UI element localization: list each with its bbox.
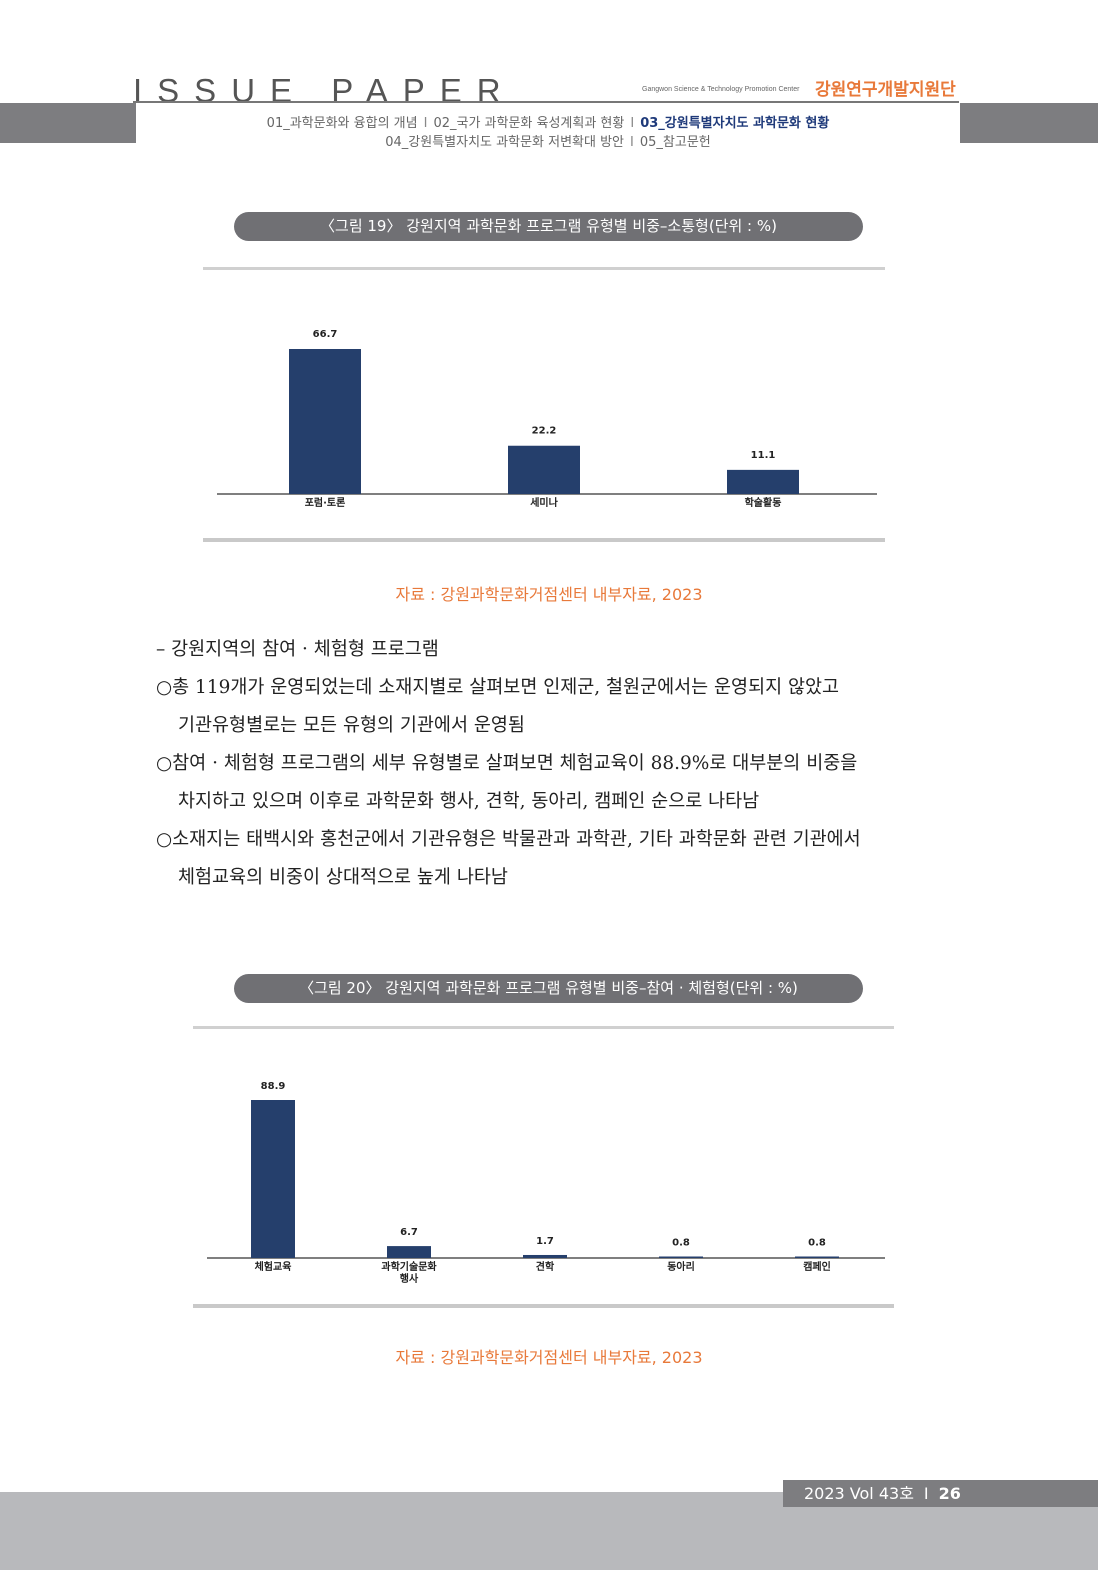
bullet-2-line-1: ○참여 · 체험형 프로그램의 세부 유형별로 살펴보면 체험교육이 88.9%…	[156, 753, 858, 774]
bar-value-label: 22.2	[532, 426, 557, 437]
nav-item-04[interactable]: 04_강원특별자치도 과학문화 저변확대 방안	[385, 135, 625, 150]
bar	[251, 1100, 295, 1258]
footer-separator: I	[923, 1484, 929, 1503]
footer-volume: 2023 Vol 43호	[804, 1484, 914, 1503]
bullet-2-line-2: 차지하고 있으며 이후로 과학문화 행사, 견학, 동아리, 캠페인 순으로 나…	[178, 791, 760, 812]
org-name-english: Gangwon Science & Technology Promotion C…	[642, 86, 800, 93]
figure-20-source: 자료 : 강원과학문화거점센터 내부자료, 2023	[395, 1348, 703, 1367]
bar	[795, 1256, 839, 1258]
nav-separator: I	[423, 116, 428, 131]
page-number: 26	[938, 1484, 961, 1503]
section-nav-line-2: 04_강원특별자치도 과학문화 저변확대 방안 I 05_참고문헌	[136, 131, 960, 150]
bullet-3-line-2: 체험교육의 비중이 상대적으로 높게 나타남	[178, 867, 508, 888]
issue-paper-title: ISSUE PAPER	[133, 72, 516, 109]
bar	[659, 1256, 703, 1258]
figure-20-top-rule	[193, 1026, 894, 1029]
category-tick-label: 학술활동	[745, 496, 782, 509]
header-rule	[133, 101, 959, 103]
header-band-left	[0, 103, 136, 143]
section-nav-line-1: 01_과학문화와 융합의 개념 I 02_국가 과학문화 육성계획과 현황 I 03_강…	[136, 112, 960, 131]
figure-20-caption: 〈그림 20〉 강원지역 과학문화 프로그램 유형별 비중–참여 · 체험형(단…	[234, 974, 863, 1003]
figure-19-bar-chart: 66.7 포럼·토론 22.2 세미나 11.1 학술활동	[217, 329, 877, 509]
figure-19-top-rule	[203, 267, 885, 270]
bar-value-label: 88.9	[261, 1081, 286, 1092]
bullet-3-line-1: ○소재지는 태백시와 홍천군에서 기관유형은 박물관과 과학관, 기타 과학문화…	[156, 829, 861, 850]
category-tick-label: 견학	[536, 1260, 555, 1273]
nav-separator: I	[630, 116, 635, 131]
figure-20-bottom-rule	[193, 1304, 894, 1308]
footer-page-info: 2023 Vol 43호 I 26	[783, 1480, 1098, 1507]
bar-value-label: 0.8	[672, 1238, 690, 1249]
bar	[727, 469, 799, 494]
section-heading: – 강원지역의 참여 · 체험형 프로그램	[156, 639, 439, 660]
category-tick-label: 동아리	[667, 1260, 695, 1273]
category-tick-label: 캠페인	[803, 1260, 831, 1273]
bar	[387, 1246, 431, 1258]
nav-separator: I	[630, 135, 634, 150]
figure-19-caption: 〈그림 19〉 강원지역 과학문화 프로그램 유형별 비중–소통형(단위 : %…	[234, 212, 863, 241]
figure-19-bottom-rule	[203, 538, 885, 542]
nav-item-03-active[interactable]: 03_강원특별자치도 과학문화 현황	[640, 116, 830, 131]
bar-value-label: 66.7	[313, 329, 338, 340]
category-tick-label: 과학기술문화 행사	[381, 1260, 437, 1285]
figure-20-bar-chart: 88.9 체험교육 6.7 과학기술문화 행사 1.7 견학 0.8 동아리 0.8 캠페인	[207, 1081, 885, 1285]
bullet-1-line-1: ○총 119개가 운영되었는데 소재지별로 살펴보면 인제군, 철원군에서는 운…	[156, 677, 840, 698]
bar-value-label: 0.8	[808, 1238, 826, 1249]
bar	[508, 445, 580, 494]
bar-value-label: 1.7	[536, 1236, 554, 1247]
bullet-1-line-2: 기관유형별로는 모든 유형의 기관에서 운영됨	[178, 715, 525, 736]
nav-item-05[interactable]: 05_참고문헌	[639, 135, 711, 150]
category-tick-label: 체험교육	[255, 1260, 292, 1273]
figure-19-source: 자료 : 강원과학문화거점센터 내부자료, 2023	[395, 585, 703, 604]
bar	[523, 1254, 567, 1258]
nav-item-02[interactable]: 02_국가 과학문화 육성계획과 현황	[433, 116, 625, 131]
header-band-right	[960, 103, 1098, 143]
category-tick-label: 세미나	[530, 496, 558, 509]
bar-value-label: 11.1	[751, 450, 776, 461]
bar	[289, 349, 361, 494]
nav-item-01[interactable]: 01_과학문화와 융합의 개념	[266, 116, 418, 131]
category-tick-label: 포럼·토론	[305, 496, 346, 509]
bar-value-label: 6.7	[400, 1227, 418, 1238]
body-text: – 강원지역의 참여 · 체험형 프로그램 ○총 119개가 운영되었는데 소재…	[156, 631, 976, 897]
org-name-korean: 강원연구개발지원단	[815, 80, 956, 100]
